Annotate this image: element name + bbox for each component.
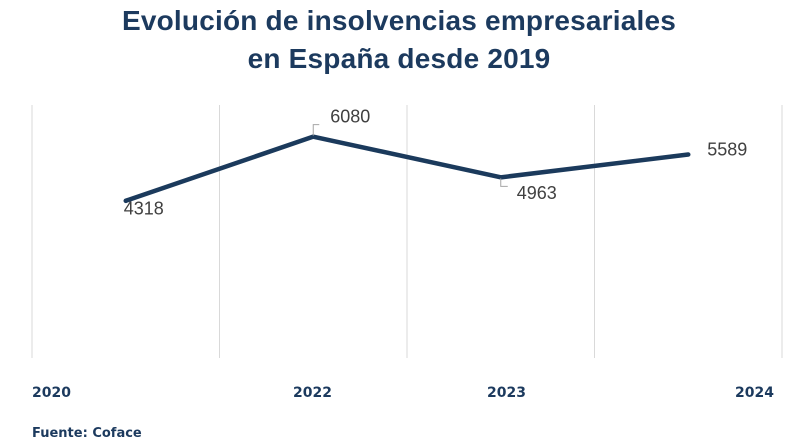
data-label: 4963 bbox=[517, 183, 557, 203]
source-note: Fuente: Coface bbox=[32, 426, 142, 441]
x-tick-label-2024: 2024 bbox=[735, 385, 774, 401]
x-tick-label-2023: 2023 bbox=[487, 385, 526, 401]
series-line bbox=[123, 134, 691, 204]
data-label: 5589 bbox=[707, 139, 747, 159]
gridlines bbox=[31, 105, 783, 358]
data-label: 6080 bbox=[330, 106, 370, 126]
series-group bbox=[123, 134, 691, 204]
leader-line bbox=[500, 178, 508, 187]
leader-line bbox=[312, 124, 320, 136]
chart-title: Evolución de insolvencias empresariales … bbox=[0, 2, 798, 78]
chart-title-line-1: Evolución de insolvencias empresariales bbox=[121, 5, 677, 36]
data-labels: 4318 6080 4963 5589 bbox=[124, 106, 748, 218]
x-tick-label-2020: 2020 bbox=[32, 385, 71, 401]
chart-title-line-2: en España desde 2019 bbox=[247, 43, 551, 74]
data-label: 4318 bbox=[124, 199, 164, 219]
x-tick-label-2022: 2022 bbox=[293, 385, 332, 401]
